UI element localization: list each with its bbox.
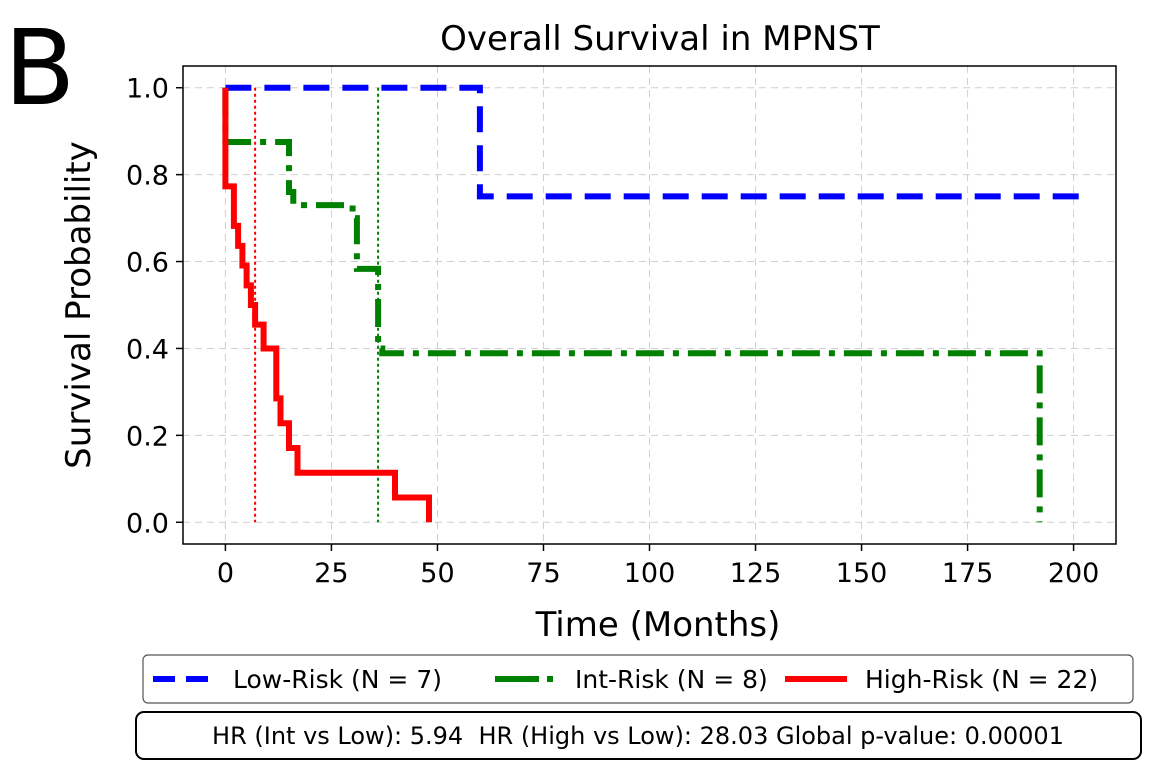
y-axis-ticks: 0.0 0.2 0.4 0.6 0.8 1.0 (126, 74, 183, 539)
series-line-low-risk (225, 84, 1091, 200)
y-tick-label-1: 0.2 (126, 421, 169, 452)
legend-label-1: Int-Risk (N = 8) (575, 665, 768, 694)
x-tick-label-3: 75 (526, 558, 560, 589)
median-lines (254, 87, 380, 523)
y-axis-label: Survival Probability (59, 141, 99, 469)
legend: Low-Risk (N = 7) Int-Risk (N = 8) High-Ris… (142, 654, 1134, 704)
grid (183, 66, 1116, 544)
legend-label-0: Low-Risk (N = 7) (233, 665, 442, 694)
y-tick-label-2: 0.4 (126, 334, 169, 365)
stats-box: HR (Int vs Low): 5.94 HR (High vs Low): … (135, 711, 1142, 760)
x-tick-label-2: 50 (420, 558, 454, 589)
x-tick-label-5: 125 (730, 558, 782, 589)
series-line-int-risk (222, 87, 1043, 523)
x-tick-label-8: 200 (1048, 558, 1100, 589)
legend-box (142, 654, 1134, 704)
x-axis-label: Time (Months) (535, 605, 781, 645)
x-tick-label-0: 0 (217, 558, 234, 589)
x-tick-label-7: 175 (942, 558, 994, 589)
y-tick-label-4: 0.8 (126, 161, 169, 192)
stats-box-frame (135, 711, 1142, 760)
panel-label: B (4, 7, 75, 129)
y-tick-label-3: 0.6 (126, 248, 169, 279)
y-tick-label-5: 1.0 (126, 74, 169, 105)
stats-text: HR (Int vs Low): 5.94 HR (High vs Low): … (212, 722, 1064, 750)
legend-label-2: High-Risk (N = 22) (865, 665, 1098, 694)
x-tick-label-4: 100 (624, 558, 676, 589)
x-tick-label-6: 150 (836, 558, 888, 589)
y-tick-label-0: 0.0 (126, 508, 169, 539)
chart-title: Overall Survival in MPNST (440, 19, 880, 59)
x-axis-ticks: 0 25 50 75 100 125 150 175 200 (217, 544, 1100, 589)
survival-curves (222, 84, 1091, 523)
x-tick-label-1: 25 (314, 558, 348, 589)
series-line-high-risk (222, 87, 432, 523)
